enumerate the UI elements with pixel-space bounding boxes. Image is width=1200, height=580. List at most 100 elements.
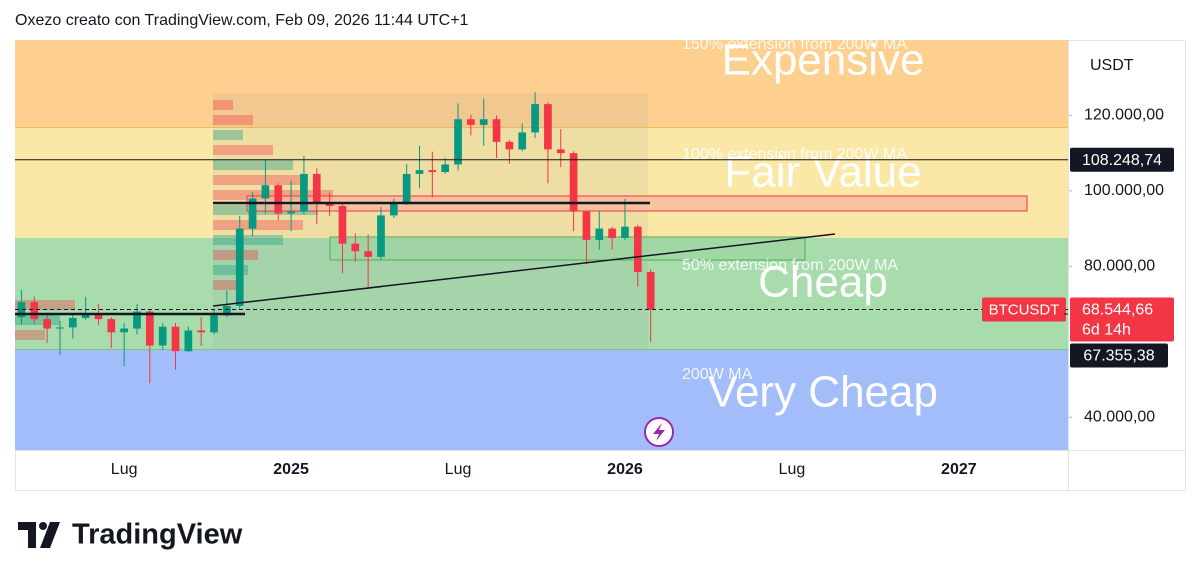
zone-fair	[15, 128, 1068, 238]
level-label: 108.248,74	[1082, 152, 1162, 169]
candles	[17, 92, 655, 384]
candle	[351, 233, 360, 262]
candle-body	[184, 330, 193, 352]
candle	[556, 129, 565, 168]
candle	[531, 92, 539, 139]
candle	[300, 155, 308, 215]
candle	[441, 157, 450, 174]
candle-body	[210, 315, 218, 333]
candle-body	[621, 226, 629, 239]
candle-body	[364, 251, 372, 257]
candle-body	[531, 104, 539, 133]
candle-body	[415, 170, 424, 174]
y-tick-label: 40.000,00	[1084, 408, 1155, 425]
candle	[479, 98, 488, 146]
axes: 40.000,00 80.000,00 100.000,00 120.000,00 Lu…	[111, 107, 1164, 479]
price-overlay: 108.248,74 BTCUSDT 68.544,66 6d 14h 67.355,3…	[15, 147, 1174, 368]
symbol-label: BTCUSDT	[989, 301, 1060, 318]
zone-very-cheap	[15, 350, 1068, 450]
candle	[518, 123, 527, 152]
candle	[569, 151, 578, 232]
x-tick-label: Lug	[779, 461, 806, 478]
x-tick-label: 2027	[941, 461, 977, 478]
candle	[287, 180, 295, 232]
vp-bar	[213, 115, 253, 125]
candle	[312, 168, 321, 225]
candle-body	[197, 330, 206, 333]
candle-body	[81, 313, 90, 318]
vp-bar	[213, 130, 243, 140]
candle-body	[158, 326, 167, 346]
candle-body	[68, 317, 77, 328]
header: Oxezo creato con TradingView.com, Feb 09…	[15, 12, 469, 29]
vp-bar	[213, 160, 293, 170]
zone-label: Fair Value	[724, 148, 921, 197]
candle	[17, 289, 26, 325]
candle-body	[351, 243, 360, 252]
brand: TradingView	[72, 519, 243, 551]
zone-label: Expensive	[721, 36, 924, 85]
vp-bar	[213, 220, 303, 230]
vp-bar	[213, 145, 273, 155]
support-box	[329, 236, 806, 261]
candle-body	[492, 119, 501, 142]
candle-body	[261, 185, 270, 199]
candle-body	[107, 319, 116, 333]
zone-note: 150% extension from 200W MA	[682, 36, 907, 53]
candle	[197, 317, 206, 346]
candle	[415, 145, 424, 189]
candle-body	[248, 198, 257, 229]
candle-body	[389, 204, 398, 216]
vp-bar	[213, 235, 283, 245]
candle	[582, 210, 591, 265]
vp-bar	[213, 280, 238, 290]
candle-body	[377, 215, 385, 257]
vp-bar	[213, 190, 333, 200]
x-tick-label: Lug	[445, 461, 472, 478]
x-tick-label: 2026	[607, 461, 643, 478]
candle	[81, 296, 90, 320]
candle	[56, 321, 64, 355]
trendline	[212, 233, 836, 307]
candle-body	[171, 326, 180, 352]
candle	[338, 204, 347, 274]
candle-body	[56, 327, 64, 329]
zone-label: Very Cheap	[708, 368, 938, 417]
candle	[171, 322, 180, 370]
candle	[68, 313, 77, 339]
candle	[646, 268, 655, 342]
candle	[364, 234, 372, 288]
candle-body	[43, 319, 51, 329]
candle	[544, 102, 552, 184]
candle	[43, 314, 51, 344]
last-price-label: 68.544,66	[1082, 302, 1153, 319]
vp-bar	[213, 265, 248, 275]
candle-body	[338, 205, 347, 244]
candle	[402, 164, 411, 205]
volume-profile-area	[213, 93, 648, 350]
x-tick-label: 2025	[273, 461, 309, 478]
countdown: 6d 14h	[1082, 322, 1131, 339]
candle-body	[300, 173, 308, 212]
vp-bar	[15, 315, 60, 325]
candle-body	[582, 211, 591, 240]
candle-body	[569, 153, 578, 212]
candle-body	[479, 119, 488, 125]
x-tick-label: Lug	[111, 461, 138, 478]
candle	[595, 211, 604, 250]
zone-note: 200W MA	[682, 366, 753, 383]
vp-bar	[213, 175, 308, 185]
y-tick-label: 100.000,00	[1084, 182, 1164, 199]
currency: USDT	[1090, 57, 1134, 74]
candle	[492, 115, 501, 159]
candle-body	[94, 313, 103, 320]
ma-label: 67.355,38	[1083, 348, 1154, 365]
y-tick-label: 120.000,00	[1084, 107, 1164, 124]
candle	[633, 224, 642, 287]
logo-mark	[18, 522, 36, 548]
ma-tag	[1070, 343, 1168, 368]
candle-body	[454, 119, 462, 165]
